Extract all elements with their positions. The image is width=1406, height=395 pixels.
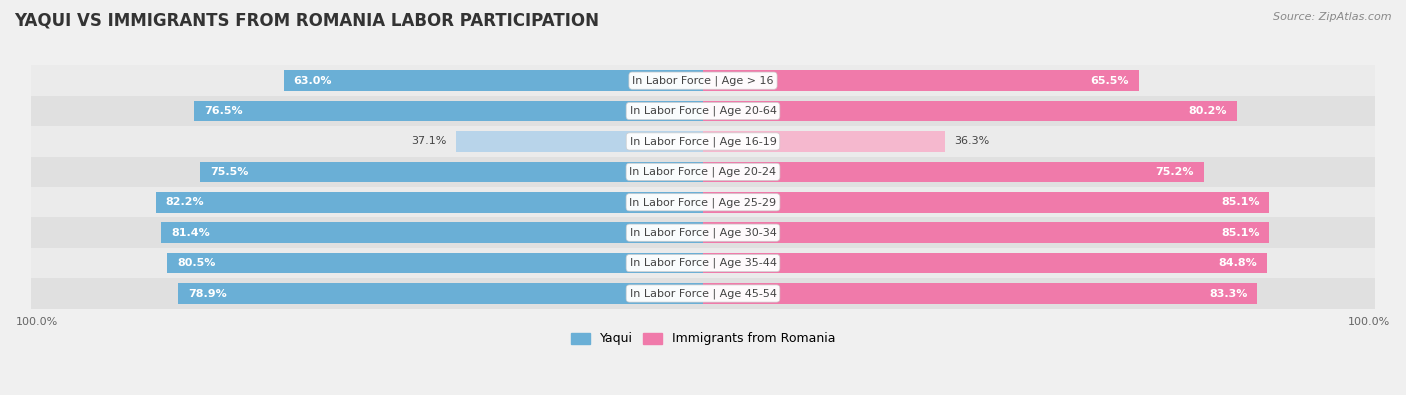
Text: 37.1%: 37.1%	[411, 136, 446, 147]
Bar	[24, 157, 1382, 187]
Text: 63.0%: 63.0%	[294, 76, 332, 86]
Text: 75.5%: 75.5%	[211, 167, 249, 177]
Text: In Labor Force | Age 45-54: In Labor Force | Age 45-54	[630, 288, 776, 299]
Bar	[162, 222, 703, 243]
Text: 85.1%: 85.1%	[1220, 197, 1260, 207]
Text: 36.3%: 36.3%	[955, 136, 990, 147]
Bar	[24, 218, 1382, 248]
Bar	[194, 101, 703, 121]
Bar	[703, 222, 1270, 243]
Bar	[24, 248, 1382, 278]
Bar	[703, 192, 1270, 213]
Text: In Labor Force | Age 20-64: In Labor Force | Age 20-64	[630, 106, 776, 116]
Text: In Labor Force | Age > 16: In Labor Force | Age > 16	[633, 75, 773, 86]
Text: In Labor Force | Age 25-29: In Labor Force | Age 25-29	[630, 197, 776, 207]
Text: In Labor Force | Age 20-24: In Labor Force | Age 20-24	[630, 167, 776, 177]
Text: 80.2%: 80.2%	[1188, 106, 1227, 116]
Text: 84.8%: 84.8%	[1219, 258, 1257, 268]
Text: 82.2%: 82.2%	[166, 197, 204, 207]
Bar	[24, 278, 1382, 309]
Bar	[703, 70, 1139, 91]
Text: 76.5%: 76.5%	[204, 106, 242, 116]
Bar	[284, 70, 703, 91]
Text: In Labor Force | Age 30-34: In Labor Force | Age 30-34	[630, 228, 776, 238]
Bar	[24, 96, 1382, 126]
Bar	[167, 253, 703, 273]
Text: 81.4%: 81.4%	[172, 228, 209, 238]
Bar	[703, 253, 1267, 273]
Bar	[177, 283, 703, 304]
Bar	[24, 66, 1382, 96]
Text: Source: ZipAtlas.com: Source: ZipAtlas.com	[1274, 12, 1392, 22]
Bar	[703, 101, 1237, 121]
Bar	[456, 131, 703, 152]
Bar	[703, 162, 1204, 182]
Bar	[156, 192, 703, 213]
Text: 80.5%: 80.5%	[177, 258, 215, 268]
Bar	[24, 187, 1382, 218]
Text: 65.5%: 65.5%	[1091, 76, 1129, 86]
Text: 85.1%: 85.1%	[1220, 228, 1260, 238]
Bar	[703, 131, 945, 152]
Bar	[24, 126, 1382, 157]
Text: 75.2%: 75.2%	[1156, 167, 1194, 177]
Text: 78.9%: 78.9%	[188, 288, 226, 299]
Text: 83.3%: 83.3%	[1209, 288, 1247, 299]
Bar	[201, 162, 703, 182]
Legend: Yaqui, Immigrants from Romania: Yaqui, Immigrants from Romania	[567, 327, 839, 350]
Bar	[703, 283, 1257, 304]
Text: YAQUI VS IMMIGRANTS FROM ROMANIA LABOR PARTICIPATION: YAQUI VS IMMIGRANTS FROM ROMANIA LABOR P…	[14, 12, 599, 30]
Text: In Labor Force | Age 16-19: In Labor Force | Age 16-19	[630, 136, 776, 147]
Text: In Labor Force | Age 35-44: In Labor Force | Age 35-44	[630, 258, 776, 268]
